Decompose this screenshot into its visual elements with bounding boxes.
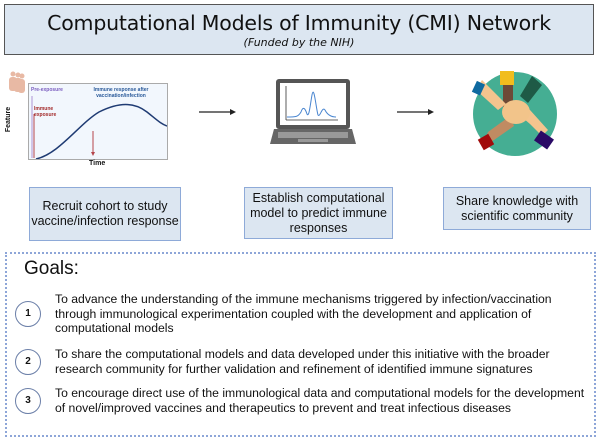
goals-heading: Goals: [24, 258, 79, 279]
goal-text: To advance the understanding of the immu… [55, 292, 552, 335]
title-banner: Computational Models of Immunity (CMI) N… [4, 4, 594, 55]
goals-panel: Goals: 1 To advance the understanding of… [5, 252, 596, 437]
step-label: Share knowledge with scientific communit… [455, 193, 579, 223]
goal-text: To share the computational models and da… [55, 347, 550, 376]
step-label: Recruit cohort to study vaccine/infectio… [31, 199, 179, 228]
immune-response-illustration: Pre-exposure Immune exposure Immune resp… [0, 68, 175, 180]
pre-exposure-label: Pre-exposure [31, 87, 63, 93]
page-subtitle: (Funded by the NIH) [243, 36, 355, 49]
arrow-right-icon [397, 109, 434, 115]
step-recruit-cohort: Recruit cohort to study vaccine/infectio… [29, 187, 181, 241]
goal-item: 2 To share the computational models and … [15, 347, 595, 376]
goal-number: 1 [15, 300, 41, 327]
goal-item: 1 To advance the understanding of the im… [15, 292, 595, 336]
y-axis-label: Feature [5, 106, 13, 133]
people-icon [9, 71, 25, 93]
goal-number: 2 [15, 348, 41, 375]
hands-together-icon [471, 71, 557, 156]
step-label: Establish computational model to predict… [250, 190, 387, 235]
goal-text: To encourage direct use of the immunolog… [55, 386, 585, 415]
x-axis-label: Time [89, 160, 106, 167]
immune-exposure-label: Immune exposure [34, 106, 57, 118]
response-label: Immune response after vaccination/infect… [93, 87, 149, 99]
goal-number: 3 [15, 387, 41, 414]
page-title: Computational Models of Immunity (CMI) N… [47, 11, 551, 35]
step-computational-model: Establish computational model to predict… [244, 187, 393, 239]
goal-item: 3 To encourage direct use of the immunol… [15, 386, 595, 415]
chart-area: Pre-exposure Immune exposure Immune resp… [28, 83, 168, 160]
arrow-right-icon [199, 109, 236, 115]
laptop-icon [270, 79, 356, 144]
step-share-knowledge: Share knowledge with scientific communit… [443, 187, 591, 230]
